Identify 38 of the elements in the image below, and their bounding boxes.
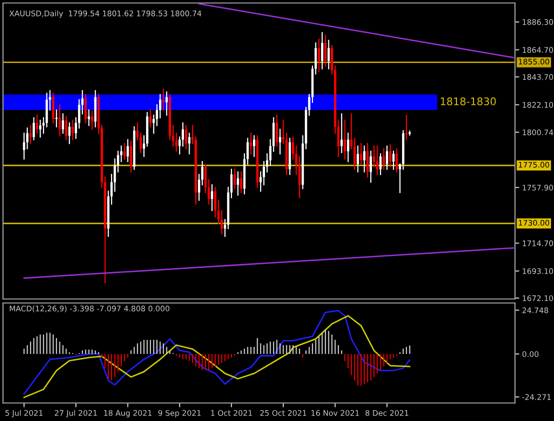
candlestick xyxy=(162,88,165,111)
candlestick xyxy=(210,184,214,212)
candlestick xyxy=(236,171,240,196)
candlestick xyxy=(253,135,256,157)
band-label: 1818-1830 xyxy=(440,97,496,106)
candlestick xyxy=(166,91,168,116)
candlestick xyxy=(234,168,236,190)
candlestick xyxy=(29,124,32,144)
candlestick xyxy=(72,120,74,140)
candlestick xyxy=(84,94,87,124)
candlestick xyxy=(188,132,190,154)
candlestick xyxy=(405,114,408,140)
candlestick xyxy=(396,148,398,172)
candlestick xyxy=(382,148,385,170)
candlestick xyxy=(346,132,350,162)
candlestick xyxy=(276,114,278,147)
candlestick xyxy=(65,116,68,140)
candlestick xyxy=(149,109,152,128)
candlestick xyxy=(321,32,324,70)
candlestick xyxy=(360,142,362,165)
candlestick xyxy=(370,150,372,183)
candlestick xyxy=(39,120,42,138)
candlestick xyxy=(389,144,392,168)
candlestick xyxy=(356,146,359,172)
candlestick xyxy=(328,40,330,70)
candlestick xyxy=(126,139,129,162)
candlestick xyxy=(376,146,378,176)
candlestick xyxy=(58,104,61,136)
candlestick xyxy=(344,120,346,160)
candlestick xyxy=(88,109,90,126)
candlestick xyxy=(36,114,38,134)
candlestick xyxy=(340,113,343,154)
candlestick xyxy=(240,171,242,194)
candlestick xyxy=(250,132,252,154)
candlestick xyxy=(32,117,35,140)
candlestick xyxy=(55,109,58,128)
candlestick xyxy=(363,146,366,172)
candlestick xyxy=(52,92,54,124)
